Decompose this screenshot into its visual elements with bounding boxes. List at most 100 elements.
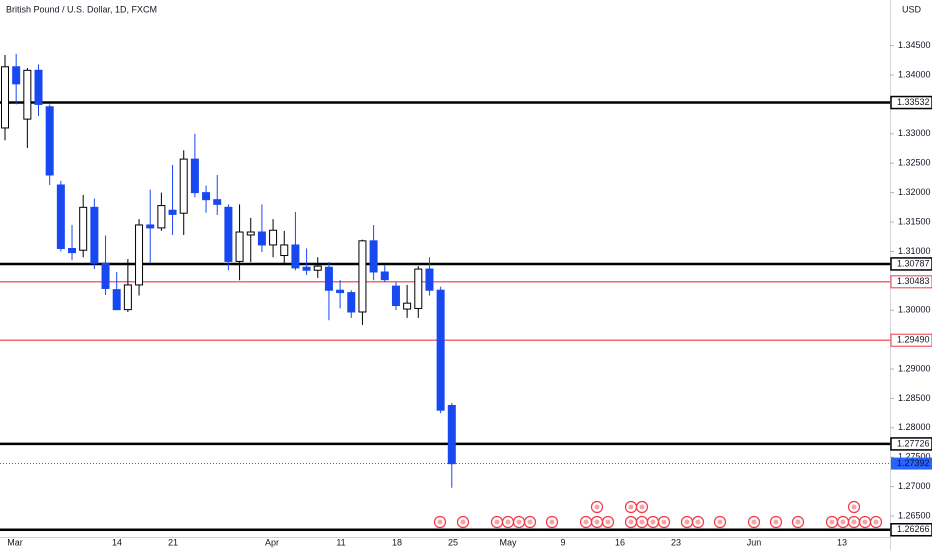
event-icon-dot xyxy=(829,519,835,525)
event-icon-dot xyxy=(594,519,600,525)
candle-body xyxy=(168,209,177,215)
candle-body xyxy=(190,158,199,194)
y-tick-label: 1.33000 xyxy=(898,128,931,138)
level-tag xyxy=(890,437,932,451)
event-icon-dot xyxy=(661,519,667,525)
candle-body xyxy=(45,106,54,176)
candle-body xyxy=(436,289,445,411)
candle-body xyxy=(336,289,345,294)
candle-body xyxy=(369,240,378,273)
event-icon-dot xyxy=(437,519,443,525)
candle-body xyxy=(157,205,166,229)
x-tick-label: 13 xyxy=(837,537,847,547)
event-icon-dot xyxy=(795,519,801,525)
candle-body xyxy=(246,231,255,236)
event-icon-dot xyxy=(628,519,634,525)
level-tag xyxy=(890,275,932,289)
event-icon-dot xyxy=(516,519,522,525)
level-tag xyxy=(890,257,932,271)
event-icon-dot xyxy=(873,519,879,525)
y-tick-label: 1.32000 xyxy=(898,187,931,197)
x-tick-label: 21 xyxy=(168,537,178,547)
event-icon-dot xyxy=(840,519,846,525)
candle-body xyxy=(302,266,311,271)
event-icon-dot xyxy=(684,519,690,525)
candle-body xyxy=(224,206,233,262)
candle-body xyxy=(447,404,456,465)
level-label: 1.26266 xyxy=(897,524,930,534)
y-tick-label: 1.28500 xyxy=(898,393,931,403)
x-tick-label: 23 xyxy=(671,537,681,547)
x-tick-label: 11 xyxy=(336,537,345,547)
event-icon-dot xyxy=(639,519,645,525)
candle-body xyxy=(202,192,211,201)
candle-body xyxy=(313,265,322,271)
event-icon-dot xyxy=(695,519,701,525)
candle-body xyxy=(347,292,356,313)
y-tick-label: 1.34000 xyxy=(898,69,931,79)
event-icon-dot xyxy=(851,519,857,525)
candle-body xyxy=(101,262,110,289)
event-icon-dot xyxy=(505,519,511,525)
event-icon-dot xyxy=(862,519,868,525)
candle-body xyxy=(324,266,333,291)
event-icon-dot xyxy=(639,504,645,510)
event-icon-dot xyxy=(460,519,466,525)
x-tick-label: Jun xyxy=(747,537,762,547)
x-tick-label: Mar xyxy=(7,537,23,547)
candle-body xyxy=(112,289,121,311)
x-tick-label: May xyxy=(499,537,517,547)
level-label: 1.30483 xyxy=(897,276,930,286)
x-tick-label: 18 xyxy=(392,537,402,547)
candle-body xyxy=(1,66,9,129)
chart-title: British Pound / U.S. Dollar, 1D, FXCM xyxy=(6,4,157,14)
currency-label: USD xyxy=(902,4,922,14)
event-icon-dot xyxy=(527,519,533,525)
candle-body xyxy=(12,66,21,85)
candle-body xyxy=(235,231,244,262)
event-icon-dot xyxy=(583,519,589,525)
level-tag xyxy=(890,333,932,347)
x-tick-label: 16 xyxy=(615,537,625,547)
level-label: 1.30787 xyxy=(897,258,930,268)
candle-body xyxy=(79,206,88,251)
event-icon-dot xyxy=(751,519,757,525)
level-tag xyxy=(890,523,932,537)
candle-body xyxy=(280,244,289,257)
candle-body xyxy=(56,184,65,249)
candle-body xyxy=(135,224,144,286)
x-tick-label: 14 xyxy=(112,537,122,547)
event-icon-dot xyxy=(773,519,779,525)
candle-body xyxy=(403,302,412,310)
y-tick-label: 1.27000 xyxy=(898,481,931,491)
level-label: 1.29490 xyxy=(897,335,930,345)
candle-body xyxy=(34,69,43,105)
y-tick-label: 1.28000 xyxy=(898,422,931,432)
event-icon-dot xyxy=(605,519,611,525)
y-tick-label: 1.26500 xyxy=(898,510,931,520)
candle-body xyxy=(425,268,434,291)
y-tick-label: 1.31500 xyxy=(898,216,931,226)
y-tick-label: 1.30000 xyxy=(898,305,931,315)
candle-body xyxy=(391,285,400,307)
candle-body xyxy=(179,158,188,214)
y-tick-label: 1.32500 xyxy=(898,158,931,168)
level-label: 1.33532 xyxy=(897,97,930,107)
candle-body xyxy=(90,206,99,264)
y-tick-label: 1.29000 xyxy=(898,363,931,373)
x-tick-label: Apr xyxy=(265,537,279,547)
candle-body xyxy=(146,224,155,229)
candle-body xyxy=(269,229,278,246)
y-tick-label: 1.27500 xyxy=(898,452,931,462)
event-icon-dot xyxy=(594,504,600,510)
x-tick-label: 9 xyxy=(560,537,565,547)
level-label: 1.27726 xyxy=(897,438,930,448)
candle-body xyxy=(358,240,367,313)
y-tick-label: 1.34500 xyxy=(898,40,931,50)
x-tick-label: 25 xyxy=(448,537,458,547)
event-icon-dot xyxy=(851,504,857,510)
candle-body xyxy=(123,284,132,311)
level-tag xyxy=(890,95,932,110)
